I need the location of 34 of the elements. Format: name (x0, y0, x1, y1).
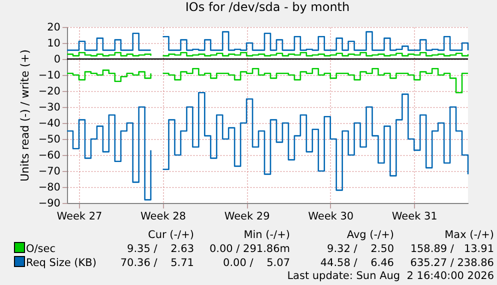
text: Avg (-/+) (346, 229, 394, 242)
y-tick-label: −20 (38, 86, 60, 98)
y-tick-label: −30 (38, 102, 60, 114)
text: Max (-/+) (444, 229, 494, 242)
chart-title: IOs for /dev/sda - by month (185, 0, 350, 14)
text: 0.00 / 291.86m (208, 242, 290, 256)
y-tick-label: 10 (47, 38, 60, 50)
legend-label: O/sec (25, 242, 57, 256)
y-tick-label: −90 (38, 198, 60, 210)
text: Min (-/+) (242, 229, 290, 242)
x-tick-label: Week 27 (56, 210, 102, 222)
y-axis-title: Units read (-) / write (+) (18, 49, 32, 182)
y-tick-label: −80 (38, 182, 60, 194)
y-tick-label: −60 (38, 150, 60, 162)
y-tick-label: −70 (38, 166, 60, 178)
x-tick-label: Week 30 (308, 210, 354, 222)
text: 9.35 / 2.63 (126, 242, 194, 256)
legend-label: Req Size (KB) (25, 256, 98, 270)
x-tick-label: Week 29 (224, 210, 270, 222)
text: 70.36 / 5.71 (119, 256, 194, 270)
text: 44.58 / 6.46 (319, 256, 394, 270)
text: 635.27 / 238.86 (409, 256, 494, 270)
text: Cur (-/+) (147, 229, 194, 242)
x-tick-label: Week 28 (140, 210, 186, 222)
text: 0.00 / 5.07 (222, 256, 290, 270)
text: 9.32 / 2.50 (326, 242, 394, 256)
y-tick-label: −10 (38, 70, 60, 82)
y-tick-label: −40 (38, 118, 60, 130)
x-tick-label: Week 31 (392, 210, 438, 222)
y-tick-label: 0 (54, 54, 60, 66)
y-tick-label: −50 (38, 134, 60, 146)
text: Last update: Sun Aug 2 16:40:00 2026 (286, 270, 494, 282)
y-tick-label: 20 (47, 22, 60, 34)
text: 158.89 / 13.91 (409, 242, 494, 256)
